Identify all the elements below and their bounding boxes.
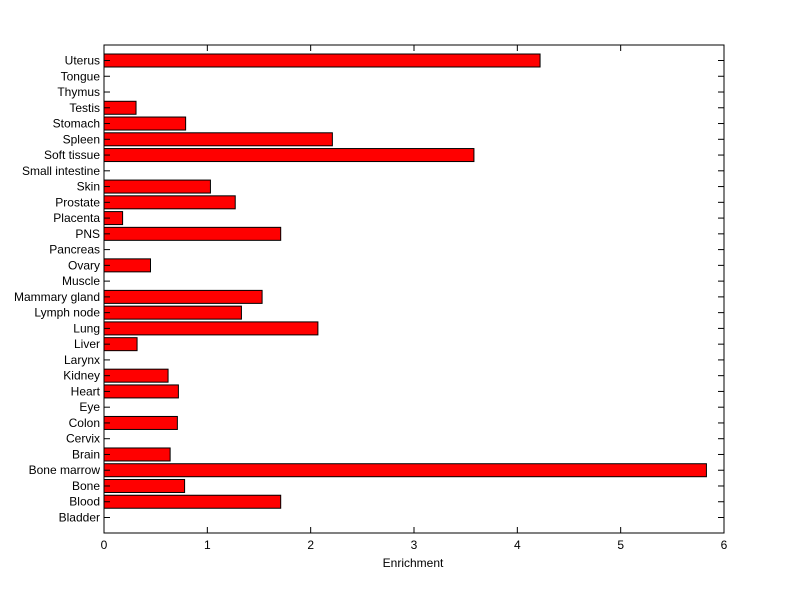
bar-kidney (103, 368, 169, 383)
y-tick-label: Uterus (65, 54, 100, 68)
y-tick-label: Soft tissue (44, 148, 100, 162)
y-tick-label: Testis (69, 101, 100, 115)
y-tick-label: Larynx (64, 353, 100, 367)
bar-soft-tissue (103, 148, 475, 163)
y-tick-label: Mammary gland (14, 290, 100, 304)
x-tick-label: 1 (204, 538, 211, 552)
x-tick-label: 4 (514, 538, 521, 552)
y-tick-label: Bladder (59, 511, 100, 525)
y-tick-label: Thymus (57, 85, 100, 99)
y-tick-label: Brain (72, 447, 100, 461)
x-axis-label: Enrichment (383, 556, 444, 570)
y-tick-label: Bone marrow (29, 463, 101, 477)
bar-stomach (103, 116, 187, 131)
y-tick-label: Heart (71, 384, 101, 398)
y-tick-label: Tongue (61, 69, 101, 83)
bar-bone-marrow (103, 463, 707, 478)
y-tick-label: Eye (79, 400, 100, 414)
y-tick-label: Colon (69, 416, 100, 430)
bar-uterus (103, 53, 541, 68)
y-tick-label: Skin (77, 180, 100, 194)
bars-group (103, 53, 707, 509)
y-tick-label: Lung (73, 321, 100, 335)
y-tick-label: PNS (75, 227, 100, 241)
bar-mammary-gland (103, 289, 263, 304)
y-tick-label: Cervix (66, 432, 100, 446)
plot-frame (103, 44, 725, 534)
x-tick-label: 2 (307, 538, 314, 552)
ticks-group (103, 45, 725, 533)
bar-lymph-node (103, 305, 242, 320)
y-tick-label: Pancreas (49, 243, 100, 257)
x-tick-label: 5 (617, 538, 624, 552)
y-tick-label: Small intestine (22, 164, 100, 178)
x-tick-label: 3 (411, 538, 418, 552)
bar-lung (103, 321, 319, 336)
y-tick-label: Placenta (53, 211, 100, 225)
bar-spleen (103, 132, 333, 147)
x-tick-label: 6 (721, 538, 728, 552)
y-tick-label: Prostate (55, 195, 100, 209)
bar-ovary (103, 258, 151, 273)
y-tick-label: Blood (69, 495, 100, 509)
y-tick-label: Ovary (68, 258, 100, 272)
y-tick-label: Lymph node (34, 306, 100, 320)
bar-colon (103, 415, 178, 430)
bar-blood (103, 494, 282, 509)
y-tick-label: Kidney (63, 369, 100, 383)
bar-skin (103, 179, 211, 194)
bar-brain (103, 447, 171, 462)
y-tick-label: Liver (74, 337, 100, 351)
bar-bone (103, 478, 186, 493)
y-tick-label: Spleen (63, 132, 100, 146)
bar-heart (103, 384, 179, 399)
y-tick-label: Bone (72, 479, 100, 493)
x-tick-label: 0 (101, 538, 108, 552)
y-tick-label: Muscle (62, 274, 100, 288)
bar-prostate (103, 195, 236, 210)
bar-pns (103, 226, 282, 241)
y-tick-label: Stomach (53, 117, 100, 131)
